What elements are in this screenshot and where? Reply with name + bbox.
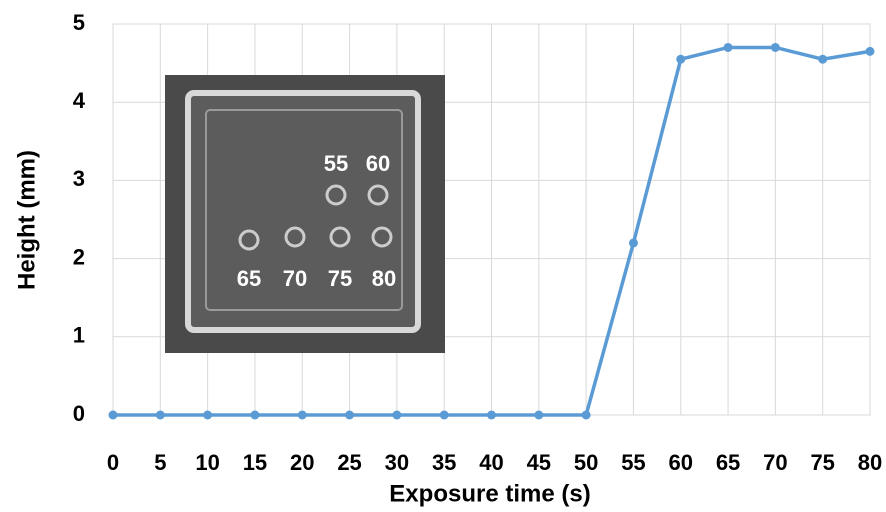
data-point: [771, 43, 780, 52]
x-tick-label: 15: [243, 450, 267, 475]
data-point: [109, 411, 118, 420]
x-axis-title: Exposure time (s): [389, 480, 590, 507]
inset-label: 55: [324, 151, 348, 176]
x-tick-label: 35: [432, 450, 456, 475]
data-point: [724, 43, 733, 52]
x-tick-label: 60: [669, 450, 693, 475]
data-point: [392, 411, 401, 420]
x-tick-label: 25: [337, 450, 361, 475]
data-point: [534, 411, 543, 420]
data-point: [156, 411, 165, 420]
data-point: [345, 411, 354, 420]
x-tick-label: 0: [107, 450, 119, 475]
chart: Height (mm) Exposure time (s) 0123450510…: [0, 0, 886, 512]
y-axis-title: Height (mm): [13, 150, 40, 290]
y-tick-label: 5: [73, 10, 85, 35]
x-tick-label: 80: [858, 450, 882, 475]
y-tick-label: 1: [73, 323, 85, 348]
data-point: [203, 411, 212, 420]
inset-label: 60: [366, 151, 390, 176]
data-point: [818, 55, 827, 64]
x-tick-label: 45: [527, 450, 551, 475]
data-point: [629, 238, 638, 247]
data-point: [440, 411, 449, 420]
x-tick-label: 50: [574, 450, 598, 475]
y-tick-label: 3: [73, 166, 85, 191]
y-tick-label: 0: [73, 401, 85, 426]
x-tick-label: 75: [810, 450, 834, 475]
data-point: [298, 411, 307, 420]
x-tick-label: 70: [763, 450, 787, 475]
y-tick-label: 4: [73, 88, 86, 113]
data-point: [487, 411, 496, 420]
x-tick-label: 10: [195, 450, 219, 475]
inset-dish: [188, 93, 418, 330]
data-point: [676, 55, 685, 64]
inset-label: 80: [372, 266, 396, 291]
x-tick-label: 40: [479, 450, 503, 475]
data-point: [250, 411, 259, 420]
x-tick-label: 65: [716, 450, 740, 475]
inset-label: 70: [283, 266, 307, 291]
x-tick-label: 20: [290, 450, 314, 475]
x-tick-label: 55: [621, 450, 645, 475]
data-point: [866, 47, 875, 56]
x-tick-label: 30: [385, 450, 409, 475]
x-tick-label: 5: [154, 450, 166, 475]
inset-label: 65: [237, 266, 261, 291]
y-tick-label: 2: [73, 244, 85, 269]
data-point: [582, 411, 591, 420]
inset-label: 75: [328, 266, 352, 291]
